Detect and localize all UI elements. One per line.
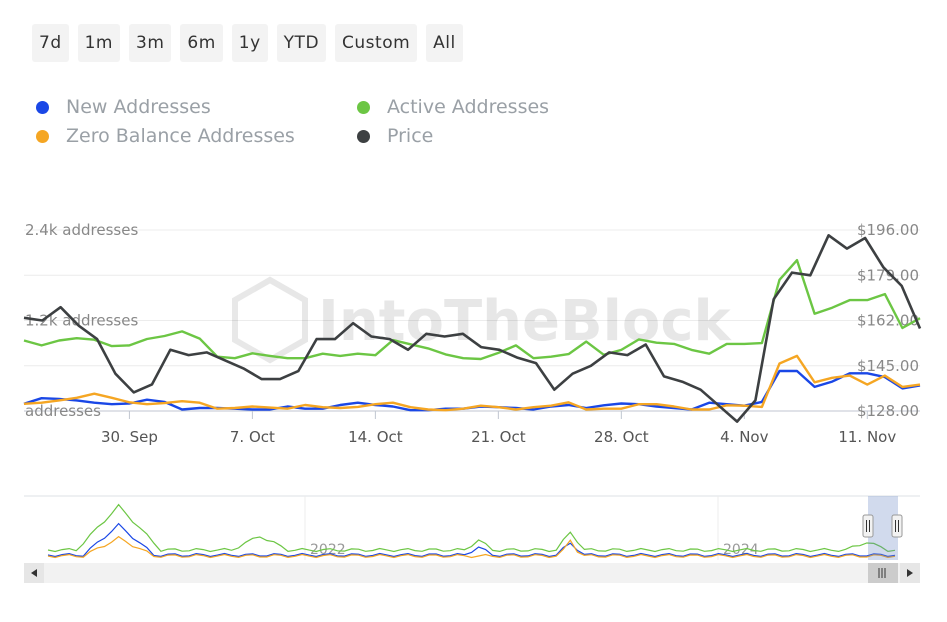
legend-zero-balance-addresses[interactable]: Zero Balance Addresses (36, 125, 295, 147)
legend-active-addresses[interactable]: Active Addresses (357, 96, 549, 118)
x-tick-label: 11. Nov (838, 428, 896, 446)
range-button-all[interactable]: All (426, 24, 463, 62)
y-right-tick-label: $162.00 (857, 312, 919, 330)
range-button-custom[interactable]: Custom (335, 24, 418, 62)
legend: New Addresses Zero Balance Addresses Act… (36, 96, 656, 158)
y-left-tick-label: 2.4k addresses (25, 221, 138, 239)
legend-price[interactable]: Price (357, 125, 433, 147)
x-tick-label: 4. Nov (720, 428, 768, 446)
arrow-left-icon (31, 569, 37, 577)
x-tick-label: 14. Oct (348, 428, 403, 446)
arrow-right-icon (907, 569, 913, 577)
navigator-year-label: 2022 (310, 542, 346, 558)
range-button-1y[interactable]: 1y (231, 24, 268, 62)
range-button-3m[interactable]: 3m (129, 24, 172, 62)
scrollbar-thumb[interactable] (868, 563, 898, 583)
legend-dot-active-addresses (357, 100, 370, 114)
x-tick-label: 30. Sep (101, 428, 158, 446)
y-right-tick-label: $196.00 (857, 221, 919, 239)
legend-dot-zero-balance-addresses (36, 129, 49, 143)
navigator: 2022 2024 (24, 495, 920, 583)
y-left-tick-label: 1.2k addresses (25, 312, 138, 330)
series-line-price[interactable] (23, 233, 922, 423)
y-right-tick-label: $179.00 (857, 266, 919, 284)
y-right-tick-label: $145.00 (857, 357, 919, 375)
navigator-handle-right-icon[interactable] (891, 514, 903, 538)
scrollbar-track[interactable] (24, 563, 920, 583)
range-button-7d[interactable]: 7d (32, 24, 69, 62)
range-button-6m[interactable]: 6m (180, 24, 223, 62)
legend-label-active-addresses: Active Addresses (387, 96, 550, 118)
navigator-series-new (47, 522, 896, 558)
legend-dot-new-addresses (36, 100, 49, 114)
navigator-handle-left-icon[interactable] (862, 514, 874, 538)
legend-label-price: Price (387, 125, 434, 147)
range-button-ytd[interactable]: YTD (276, 24, 327, 62)
y-left-tick-label: addresses (25, 402, 101, 420)
range-selector: 7d 1m 3m 6m 1y YTD Custom All (32, 24, 463, 62)
legend-dot-price (357, 129, 370, 143)
legend-label-zero-balance-addresses: Zero Balance Addresses (66, 125, 295, 147)
series-line-zero-balance-addresses[interactable] (23, 354, 921, 412)
range-button-1m[interactable]: 1m (77, 24, 120, 62)
x-tick-label: 21. Oct (471, 428, 526, 446)
legend-label-new-addresses: New Addresses (66, 96, 211, 118)
navigator-series-zero (47, 535, 896, 559)
navigator-series-active (47, 503, 896, 553)
legend-new-addresses[interactable]: New Addresses (36, 96, 211, 118)
x-tick-label: 7. Oct (230, 428, 275, 446)
y-right-tick-label: $128.00 (857, 402, 919, 420)
watermark-logo-icon (232, 276, 308, 364)
x-tick-label: 28. Oct (594, 428, 649, 446)
